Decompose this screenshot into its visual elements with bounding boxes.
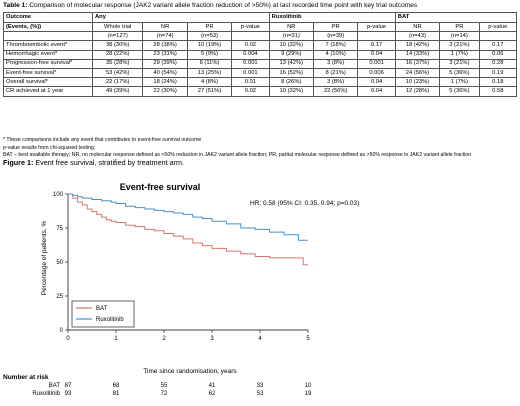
at-risk-value: 72 (161, 391, 168, 397)
table-cell: 0.02 (231, 40, 270, 51)
at-risk-value: 93 (65, 391, 72, 397)
table-row: Hemorrhagic event* 28 (22%) 23 (31%) 5 (9%)… (3, 49, 518, 60)
table-cell: 0.04 (357, 49, 396, 60)
table-cell: 0.17 (478, 40, 518, 51)
legend-label: BAT (96, 306, 108, 312)
at-risk-value: 68 (113, 383, 120, 389)
legend-label: Ruxolitinib (96, 317, 124, 323)
x-tick-label: 3 (210, 336, 214, 342)
figure-caption-text: Event free survival, stratified by treat… (33, 158, 184, 167)
y-axis-label: Percentage of patients, % (41, 221, 48, 296)
n-count-cell (357, 31, 396, 42)
table-cell: 0.06 (478, 49, 518, 60)
y-tick-label: 25 (56, 294, 63, 300)
x-tick-label: 5 (306, 336, 310, 342)
table-row: CR achieved at 1 year 49 (39%) 22 (30%) 27 … (3, 86, 518, 97)
table-footnote: * These comparisons include any event th… (3, 137, 202, 143)
at-risk-value: 62 (209, 391, 216, 397)
x-tick-label: 0 (66, 336, 70, 342)
table-cell: 0.17 (357, 40, 396, 51)
at-risk-label: Ruxolitinib (32, 391, 60, 397)
table-cell: 0.58 (478, 86, 518, 97)
table-cell: 0.02 (231, 86, 270, 97)
x-tick-label: 2 (162, 336, 166, 342)
y-tick-label: 50 (56, 260, 63, 266)
table-caption-label: Table 1: (3, 2, 28, 9)
y-tick-label: 0 (60, 328, 64, 334)
hazard-ratio-annotation: HR: 0.58 (95% CI: 0.35, 0.94; p=0.03) (250, 200, 359, 207)
table-row: Thromboembolic event* 38 (30%) 28 (38%) 10 … (3, 40, 518, 51)
table-cell: 23 (31%) (142, 49, 188, 60)
table-cell: 22 (30%) (142, 86, 188, 97)
table-cell: 28 (38%) (142, 40, 188, 51)
x-tick-label: 4 (258, 336, 262, 342)
series-line-bat (68, 193, 308, 266)
abbreviation-note: BAT – best available therapy; NR, no mol… (3, 152, 472, 158)
results-table: Outcome Any Ruxolitinib BAT (Events, (%)… (3, 12, 518, 97)
at-risk-value: 19 (305, 391, 312, 397)
x-tick-label: 1 (114, 336, 118, 342)
n-count-cell (231, 31, 270, 42)
at-risk-value: 53 (257, 391, 264, 397)
at-risk-value: 81 (113, 391, 120, 397)
table-row: Progression-free survival* 35 (28%) 29 (39… (3, 58, 518, 69)
n-count-cell: (n=74) (142, 31, 188, 42)
at-risk-value: 55 (161, 383, 168, 389)
y-tick-label: 75 (56, 226, 63, 232)
at-risk-label: BAT (49, 383, 61, 389)
legend-box (71, 300, 135, 328)
table-caption-text: Comparison of molecular response (JAK2 v… (27, 2, 418, 9)
table-row: Event-free survival* 53 (42%) 40 (54%) 13 (… (3, 67, 518, 79)
at-risk-value: 10 (305, 383, 312, 389)
series-line-ruxolitinib (68, 193, 308, 241)
pvalue-note: p-value results from chi-squared testing… (3, 145, 96, 151)
at-risk-value: 41 (209, 383, 216, 389)
at-risk-heading: Number at risk (3, 374, 49, 381)
at-risk-value: 87 (65, 383, 72, 389)
table-caption: Table 1: Comparison of molecular respons… (3, 2, 417, 10)
chart-title: Event-free survival (120, 182, 201, 192)
y-tick-label: 100 (53, 192, 64, 198)
at-risk-value: 33 (257, 383, 264, 389)
table-cell: 0.04 (357, 86, 396, 97)
figure-caption: Figure 1: Event free survival, stratifie… (3, 159, 184, 167)
figure-caption-label: Figure 1: (3, 158, 34, 167)
table-cell: 0.004 (231, 49, 270, 60)
x-axis-label: Time since randomisation, years (143, 368, 237, 375)
n-count-cell (478, 31, 518, 42)
